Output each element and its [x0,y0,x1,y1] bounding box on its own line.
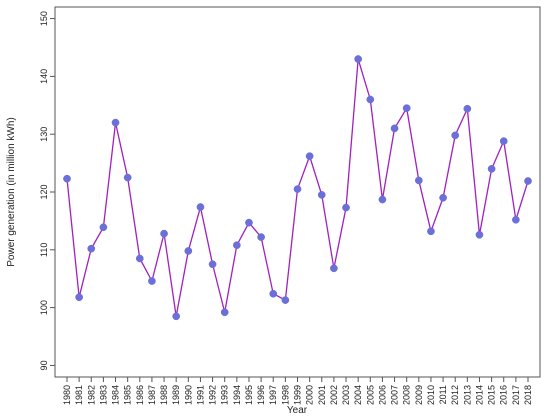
data-point [366,95,375,104]
data-point [305,152,314,161]
data-point [414,176,423,185]
data-point [63,174,71,183]
x-tick-label: 2011 [438,385,448,404]
x-tick-label: 1980 [62,385,72,405]
x-tick-label: 1990 [183,385,193,405]
x-tick-label: 1984 [111,385,121,405]
data-point [245,218,253,227]
data-point [317,191,326,199]
y-axis: 90 100 110 120 130 140 150 [39,11,55,370]
data-point [196,203,205,211]
data-point [390,124,399,133]
data-point [293,185,302,193]
data-point [512,215,520,224]
data-point [499,137,508,145]
data-point [269,289,278,298]
x-tick-label: 2012 [450,385,460,405]
x-axis: 1980 1981 1982 1983 1984 1985 1986 1987 1988 1989… [62,377,533,405]
x-tick-label: 2017 [511,385,521,405]
data-point [123,173,132,182]
y-tick-label: 100 [39,300,49,315]
x-tick-label: 1987 [147,385,157,405]
data-point [524,177,532,185]
x-tick-label: 1993 [220,385,230,405]
x-tick-label: 1999 [293,385,303,405]
x-axis-label: Year [287,405,308,416]
x-tick-label: 2013 [462,385,472,405]
x-tick-label: 1985 [123,385,133,405]
x-tick-label: 1991 [195,385,205,405]
data-point [427,227,435,236]
data-point [257,233,265,241]
x-tick-label: 1983 [98,385,108,405]
x-tick-label: 2007 [390,385,400,405]
data-point [439,193,447,202]
x-tick-label: 2002 [329,385,339,405]
data-point [99,223,108,232]
x-tick-label: 1996 [256,385,266,405]
x-tick-label: 2000 [305,385,315,405]
data-point [220,308,229,317]
x-tick-label: 1992 [208,385,218,405]
x-tick-label: 1998 [280,385,290,405]
x-tick-label: 2005 [365,385,375,405]
data-point [487,165,496,173]
y-tick-label: 110 [39,243,49,257]
y-tick-label: 120 [39,184,49,199]
x-tick-label: 2015 [487,385,497,405]
data-point [451,131,460,140]
y-tick-label: 130 [39,127,49,142]
x-tick-label: 1989 [171,385,181,405]
x-tick-label: 1982 [86,385,96,405]
x-tick-label: 2014 [474,385,484,405]
data-point [184,247,193,255]
x-tick-label: 2016 [499,385,509,405]
data-point [330,264,338,273]
data-point [87,244,96,253]
data-markers [63,55,532,321]
x-tick-label: 2001 [317,385,327,405]
y-axis-label: Power generation (in million kWh) [6,117,17,267]
data-point [172,312,181,321]
x-tick-label: 1986 [135,385,145,405]
x-tick-label: 2018 [523,385,533,405]
data-point [402,104,411,113]
x-tick-label: 2009 [414,385,424,405]
data-point [342,203,350,212]
data-point [75,293,83,302]
x-tick-label: 2006 [377,385,387,405]
x-tick-label: 2008 [402,385,412,405]
data-point [378,195,387,204]
x-tick-label: 1997 [268,385,278,405]
y-tick-label: 90 [39,360,49,370]
data-point [281,296,290,304]
data-point [111,118,120,127]
x-tick-label: 1988 [159,385,169,405]
x-tick-label: 1994 [232,385,242,405]
y-tick-label: 140 [39,69,49,84]
data-point [208,260,217,269]
x-tick-label: 2003 [341,385,351,405]
data-point [463,104,472,113]
x-tick-label: 2010 [426,385,436,405]
x-tick-label: 1995 [244,385,254,405]
y-tick-label: 150 [39,11,49,26]
data-point [354,55,363,63]
x-tick-label: 2004 [353,385,363,405]
data-point [135,254,144,263]
data-point [475,230,484,239]
data-point [148,277,156,285]
data-point [232,241,241,250]
x-tick-label: 1981 [74,385,84,405]
data-point [160,229,168,238]
